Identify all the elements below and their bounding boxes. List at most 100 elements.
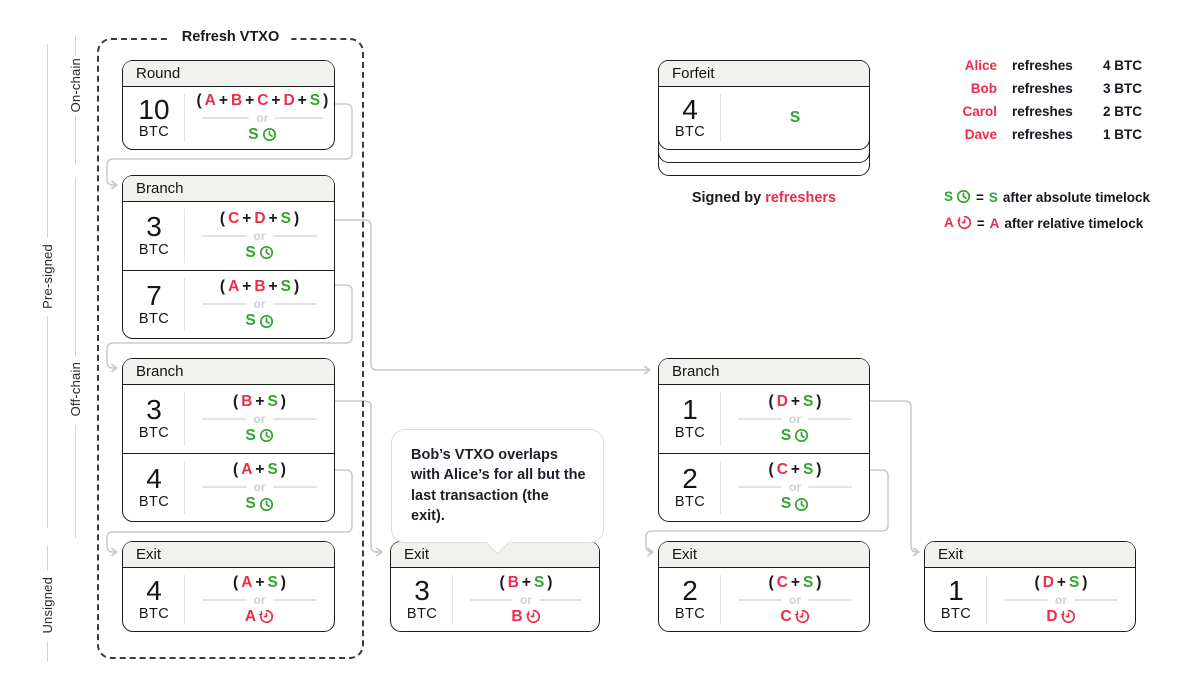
script-token: + (218, 92, 228, 110)
or-dash (202, 598, 247, 601)
exit-b-box: Exit 3 BTC (B + S) or B (390, 541, 600, 632)
spend-conditions: (A + B + S) or S (185, 271, 334, 339)
script-token: S (267, 461, 278, 479)
script-condition: (D + S) (1033, 574, 1089, 592)
fallback-condition: A (245, 608, 274, 626)
round-output-row: 10 BTC (A + B + C + D + S) or S (123, 86, 334, 149)
script-token: C (257, 92, 269, 110)
fallback-key: C (780, 607, 792, 625)
script-token: + (521, 573, 531, 591)
script-condition: (B + S) (498, 574, 554, 592)
spend-conditions: (A + B + C + D + S) or S (185, 87, 340, 149)
amount-unit: BTC (674, 425, 706, 442)
or-label: or (789, 411, 801, 426)
clock-arrow-icon (525, 609, 541, 624)
exit-output-row: 3 BTC (B + S) or B (391, 567, 599, 631)
script-token: + (1056, 573, 1066, 591)
script-token: ( (233, 461, 239, 479)
or-divider: or (463, 594, 589, 606)
script-condition: (A + B + C + D + S) (195, 92, 330, 110)
callout-bubble: Bob’s VTXO overlaps with Alice’s for all… (391, 429, 604, 555)
branch-box-title: Branch (659, 359, 869, 384)
legend-amount: 3 BTC (1103, 81, 1143, 96)
amount-block: 7 BTC (123, 271, 185, 339)
branch-top-box: Branch 3 BTC (C + D + S) or S 7 BTC (122, 175, 335, 339)
script-token: C (228, 209, 240, 227)
branch-output-row: 4 BTC (A + S) or S (123, 452, 334, 522)
script-token: ) (293, 278, 300, 296)
script-token: A (241, 573, 253, 591)
fallback-condition: S (245, 427, 273, 445)
script-token: ) (280, 392, 286, 410)
or-dash (738, 417, 782, 420)
fallback-key: A (944, 215, 954, 231)
script-token: ( (499, 573, 505, 591)
branch-box-title: Branch (123, 176, 334, 201)
forfeit-caption-plain: Signed by (691, 190, 766, 206)
clock-arrow-icon (1060, 609, 1076, 624)
or-divider: or (195, 481, 324, 493)
script-token: ) (816, 573, 822, 591)
branch-output-row: 3 BTC (B + S) or S (123, 384, 334, 453)
fallback-condition: S (245, 312, 273, 330)
clock-icon (259, 245, 274, 260)
or-label: or (253, 297, 266, 312)
or-divider: or (195, 112, 330, 124)
axis-label-off-chain: Off-chain (68, 362, 83, 417)
script-condition: (A + S) (232, 574, 288, 592)
script-token: S (280, 209, 291, 227)
axis-label-on-chain: On-chain (68, 58, 83, 113)
script-token: + (297, 92, 307, 110)
script-token: ) (816, 461, 822, 479)
branch-left-box: Branch 3 BTC (B + S) or S 4 BTC (122, 358, 335, 522)
script-token: ( (219, 278, 226, 296)
legend-row: Carol refreshes 2 BTC (950, 100, 1142, 123)
legend-row: Dave refreshes 1 BTC (950, 123, 1142, 146)
amount-unit: BTC (940, 605, 972, 622)
script-token: ( (219, 209, 226, 227)
amount-value: 4 (682, 93, 698, 125)
exit-a-box: Exit 4 BTC (A + S) or A (122, 541, 335, 632)
round-box-title: Round (123, 61, 334, 86)
legend-verb: refreshes (1012, 81, 1073, 96)
script-token: ( (196, 92, 202, 110)
script-token: ( (233, 392, 239, 410)
amount-block: 4 BTC (659, 87, 721, 149)
or-dash (738, 486, 782, 489)
fallback-condition: S (245, 244, 273, 262)
axis-label-pre-signed: Pre-signed (40, 244, 55, 309)
script-token: + (255, 573, 265, 591)
round-box: Round 10 BTC (A + B + C + D + S) or S (122, 60, 335, 150)
clock-icon (794, 428, 809, 443)
timelock-legend: S = S after absolute timelock A = A afte… (944, 184, 1150, 236)
legend-row: Alice refreshes 4 BTC (950, 54, 1142, 77)
or-dash (272, 303, 317, 306)
axis-line (75, 36, 76, 56)
script-condition: (C + D + S) (218, 210, 300, 228)
fallback-key: S (245, 243, 256, 261)
connector-branchright-to-exit-c (645, 469, 889, 557)
or-label: or (253, 228, 266, 243)
fallback-condition: S (248, 126, 276, 144)
fallback-condition: D (1046, 608, 1075, 626)
or-divider: or (731, 413, 859, 425)
legend-row: Bob refreshes 3 BTC (950, 77, 1142, 100)
amount-value: 4 (146, 575, 162, 607)
legend-amount: 1 BTC (1103, 127, 1143, 142)
script-token: B (254, 278, 266, 296)
amount-value: 3 (146, 211, 162, 243)
script-token: B (230, 92, 243, 110)
script-token: S (533, 573, 545, 591)
callout-text: Bob’s VTXO overlaps with Alice’s for all… (411, 447, 586, 524)
or-dash (202, 486, 247, 489)
axis-line (47, 316, 48, 528)
branch-box-title: Branch (123, 359, 334, 384)
amount-block: 1 BTC (659, 385, 721, 453)
or-dash (202, 417, 247, 420)
timelock-description: after absolute timelock (1002, 189, 1150, 205)
or-dash (1004, 598, 1048, 601)
script-token: D (1042, 573, 1054, 591)
script-token: + (790, 461, 800, 479)
amount-unit: BTC (138, 124, 170, 141)
